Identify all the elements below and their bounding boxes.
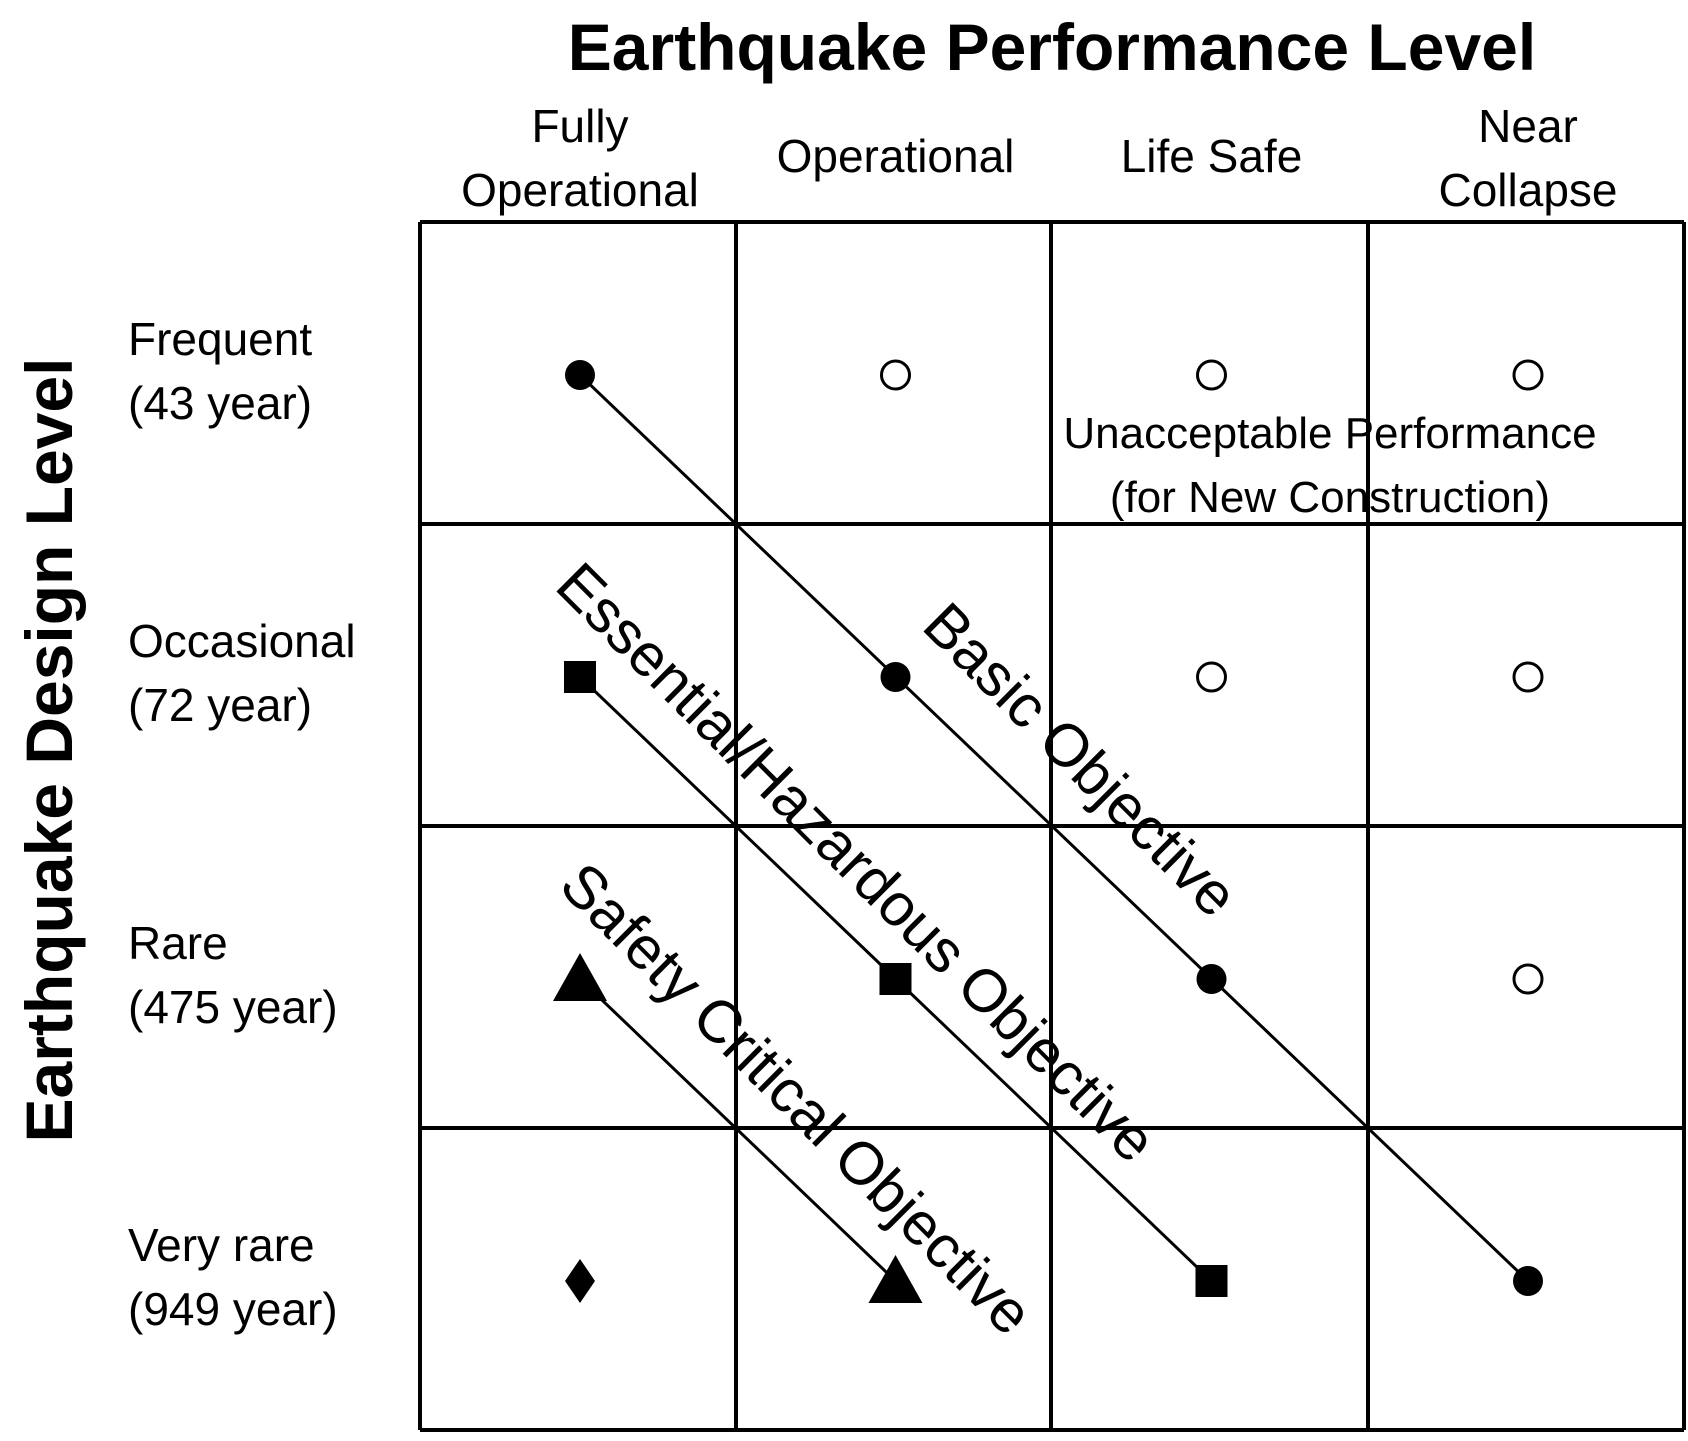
objective-line-0 bbox=[578, 373, 1530, 1283]
column-header-0-line-0: Fully bbox=[531, 100, 628, 152]
filled-circle-marker-0-2 bbox=[1196, 964, 1227, 994]
open-circle-marker-5 bbox=[1512, 963, 1544, 995]
row-header-0-name: Frequent bbox=[128, 313, 312, 365]
filled-circle-marker-0-3 bbox=[1513, 1266, 1543, 1296]
filled-circle-marker-0-0 bbox=[565, 360, 595, 390]
filled-diamond-marker-3-0 bbox=[565, 1259, 595, 1303]
row-header-1-period: (72 year) bbox=[128, 679, 312, 731]
filled-square-marker-1-1 bbox=[879, 963, 912, 995]
column-header-1-line-0: Operational bbox=[777, 130, 1015, 182]
row-header-3-period: (949 year) bbox=[128, 1283, 338, 1335]
open-markers bbox=[880, 359, 1544, 995]
essential-hazardous-objective-label: Essential/Hazardous Objective bbox=[544, 550, 1169, 1175]
open-circle-marker-1 bbox=[1196, 359, 1227, 391]
row-header-2-name: Rare bbox=[128, 917, 228, 969]
unacceptable-label-line1: Unacceptable Performance bbox=[1063, 409, 1596, 458]
column-header-3-line-1: Collapse bbox=[1439, 164, 1618, 216]
filled-circle-marker-0-1 bbox=[880, 662, 911, 692]
performance-level-title: Earthquake Performance Level bbox=[568, 10, 1536, 84]
row-header-2-period: (475 year) bbox=[128, 981, 338, 1033]
column-header-0-line-1: Operational bbox=[461, 164, 699, 216]
row-headers: Frequent (43 year) Occasional (72 year) Rare… bbox=[128, 313, 356, 1335]
objective-line-2 bbox=[578, 977, 897, 1283]
design-level-title: Earthquake Design Level bbox=[12, 358, 86, 1143]
open-circle-marker-4 bbox=[1512, 661, 1544, 693]
column-headers: Fully Operational Operational Life Safe Near… bbox=[461, 100, 1617, 216]
column-header-2-line-0: Life Safe bbox=[1121, 130, 1303, 182]
open-circle-marker-3 bbox=[1196, 661, 1227, 693]
filled-square-marker-1-2 bbox=[1195, 1265, 1228, 1297]
row-header-3-name: Very rare bbox=[128, 1219, 315, 1271]
safety-critical-objective-label: Safety Critical Objective bbox=[548, 850, 1046, 1348]
filled-triangle-marker-2-1 bbox=[868, 1255, 923, 1303]
open-circle-marker-2 bbox=[1512, 359, 1544, 391]
filled-triangle-marker-2-0 bbox=[553, 953, 607, 1001]
filled-square-marker-1-0 bbox=[564, 661, 596, 693]
row-header-0-period: (43 year) bbox=[128, 377, 312, 429]
basic-objective-label: Basic Objective bbox=[911, 590, 1251, 930]
unacceptable-label-line2: (for New Construction) bbox=[1110, 473, 1550, 522]
objective-markers bbox=[553, 360, 1543, 1303]
column-header-3-line-0: Near bbox=[1478, 100, 1578, 152]
open-circle-marker-0 bbox=[880, 359, 911, 391]
row-header-1-name: Occasional bbox=[128, 615, 356, 667]
